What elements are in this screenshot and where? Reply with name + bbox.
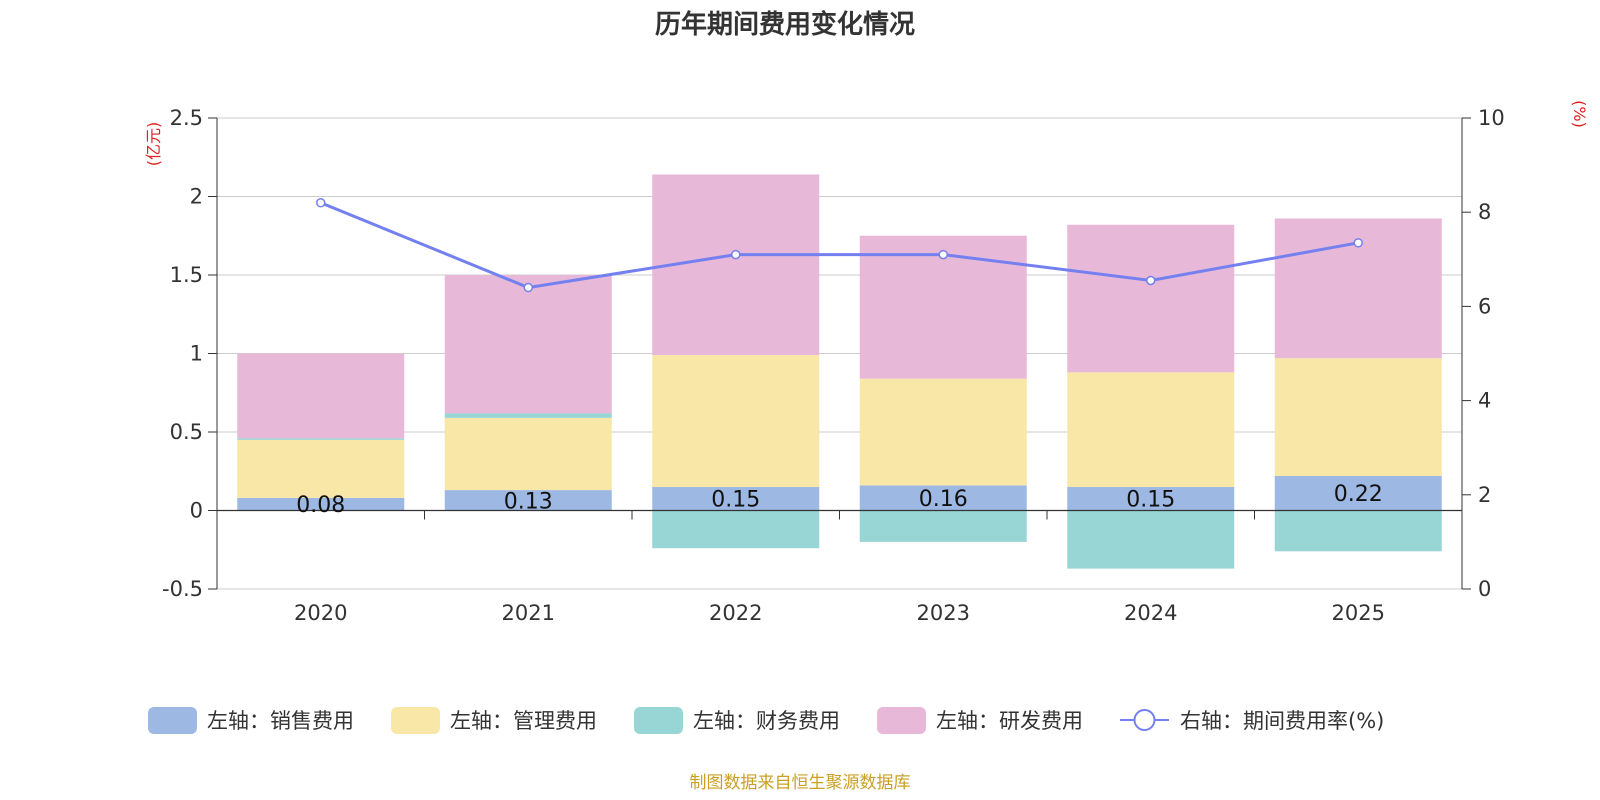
legend-marker-swatch <box>1133 709 1156 731</box>
bar-series1-2024 <box>1067 372 1235 487</box>
right-axis-tick-label: 10 <box>1478 106 1505 130</box>
bars <box>237 174 1442 569</box>
bar-series3-2020 <box>237 353 405 439</box>
data-label-2020: 0.08 <box>296 493 345 518</box>
bar-series0-2022 <box>652 486 820 511</box>
data-label-2025: 0.22 <box>1334 482 1383 507</box>
left-axis-tick-label: 0.5 <box>170 420 203 444</box>
legend: 左轴：销售费用 左轴：管理费用 左轴：财务费用 左轴：研发费用 右轴：期间费用率(%) <box>148 707 1384 734</box>
legend-swatch-0 <box>148 707 197 734</box>
data-label-2021: 0.13 <box>504 489 553 514</box>
data-label-2024: 0.15 <box>1126 488 1175 513</box>
right-axis-tick-label: 8 <box>1478 200 1491 224</box>
left-axis-tick-label: 1.5 <box>170 263 203 287</box>
bar-series3-2021 <box>444 275 612 414</box>
rate-point-2021 <box>523 282 533 293</box>
data-label-2022: 0.15 <box>711 488 760 513</box>
x-axis-tick-label: 2022 <box>709 601 762 625</box>
bar-series0-2021 <box>444 490 612 511</box>
bar-series1-2022 <box>652 355 820 487</box>
bar-series1-2023 <box>859 378 1027 486</box>
left-axis-tick-label: 2.5 <box>170 106 203 130</box>
bar-series2-2025 <box>1274 510 1442 552</box>
bar-series0-2020 <box>237 497 405 511</box>
rate-point-2022 <box>731 249 741 260</box>
bar-series3-2024 <box>1067 224 1235 373</box>
rate-line <box>316 198 1363 293</box>
bar-series2-2022 <box>652 510 820 549</box>
source-note: 制图数据来自恒生聚源数据库 <box>690 773 911 793</box>
legend-swatch-2 <box>634 707 683 734</box>
rate-point-2023 <box>938 249 948 260</box>
data-label-2023: 0.16 <box>919 487 968 512</box>
bar-series3-2023 <box>859 235 1027 379</box>
right-axis-tick-label: 0 <box>1478 577 1491 601</box>
left-axis-tick-label: 0 <box>190 499 203 523</box>
left-axis-tick-label: 2 <box>190 185 203 209</box>
left-axis-tick-label: -0.5 <box>162 577 203 601</box>
x-axis-tick-label: 2021 <box>502 601 555 625</box>
right-axis-tick-label: 4 <box>1478 389 1491 413</box>
rate-point-2020 <box>316 198 326 208</box>
legend-label-2: 左轴：财务费用 <box>693 709 840 733</box>
data-labels: 0.08 0.13 0.15 0.16 0.15 0.22 <box>296 482 1382 518</box>
right-axis-tick-label: 2 <box>1478 483 1491 507</box>
x-axis-tick-label: 2023 <box>917 601 970 625</box>
x-axis-tick-label: 2024 <box>1124 601 1177 625</box>
bar-series1-2021 <box>444 417 612 491</box>
left-axis-unit: (亿元) <box>144 122 163 167</box>
legend-label-3: 左轴：研发费用 <box>936 709 1083 733</box>
legend-swatch-1 <box>391 707 440 734</box>
bar-series2-2021 <box>444 413 612 418</box>
bar-series0-2024 <box>1067 486 1235 511</box>
x-axis-tick-label: 2025 <box>1332 601 1385 625</box>
rate-point-2025 <box>1353 238 1363 248</box>
chart-title: 历年期间费用变化情况 <box>655 9 915 40</box>
legend-label-4: 右轴：期间费用率(%) <box>1180 709 1384 733</box>
left-axis-tick-label: 1 <box>190 342 203 366</box>
bar-series2-2024 <box>1067 510 1235 569</box>
right-axis-unit: (%) <box>1570 100 1589 128</box>
bar-series0-2025 <box>1274 475 1442 511</box>
right-axis-tick-label: 6 <box>1478 294 1491 318</box>
legend-label-0: 左轴：销售费用 <box>207 709 354 733</box>
bar-series1-2020 <box>237 439 405 498</box>
bar-series2-2020 <box>237 438 405 440</box>
rate-point-2024 <box>1146 275 1156 286</box>
x-axis-tick-label: 2020 <box>294 601 347 625</box>
bar-series0-2023 <box>859 485 1027 511</box>
legend-swatch-3 <box>877 707 926 734</box>
axes: -0.5 0 0.5 1 1.5 2 2.5 0 2 4 6 8 10 2020 2021 2022 2023 2… <box>162 106 1505 625</box>
bar-series1-2025 <box>1274 358 1442 476</box>
grid <box>217 117 1462 590</box>
legend-label-1: 左轴：管理费用 <box>450 709 597 733</box>
rate-line-path <box>320 201 1359 290</box>
bar-series2-2023 <box>859 510 1027 542</box>
